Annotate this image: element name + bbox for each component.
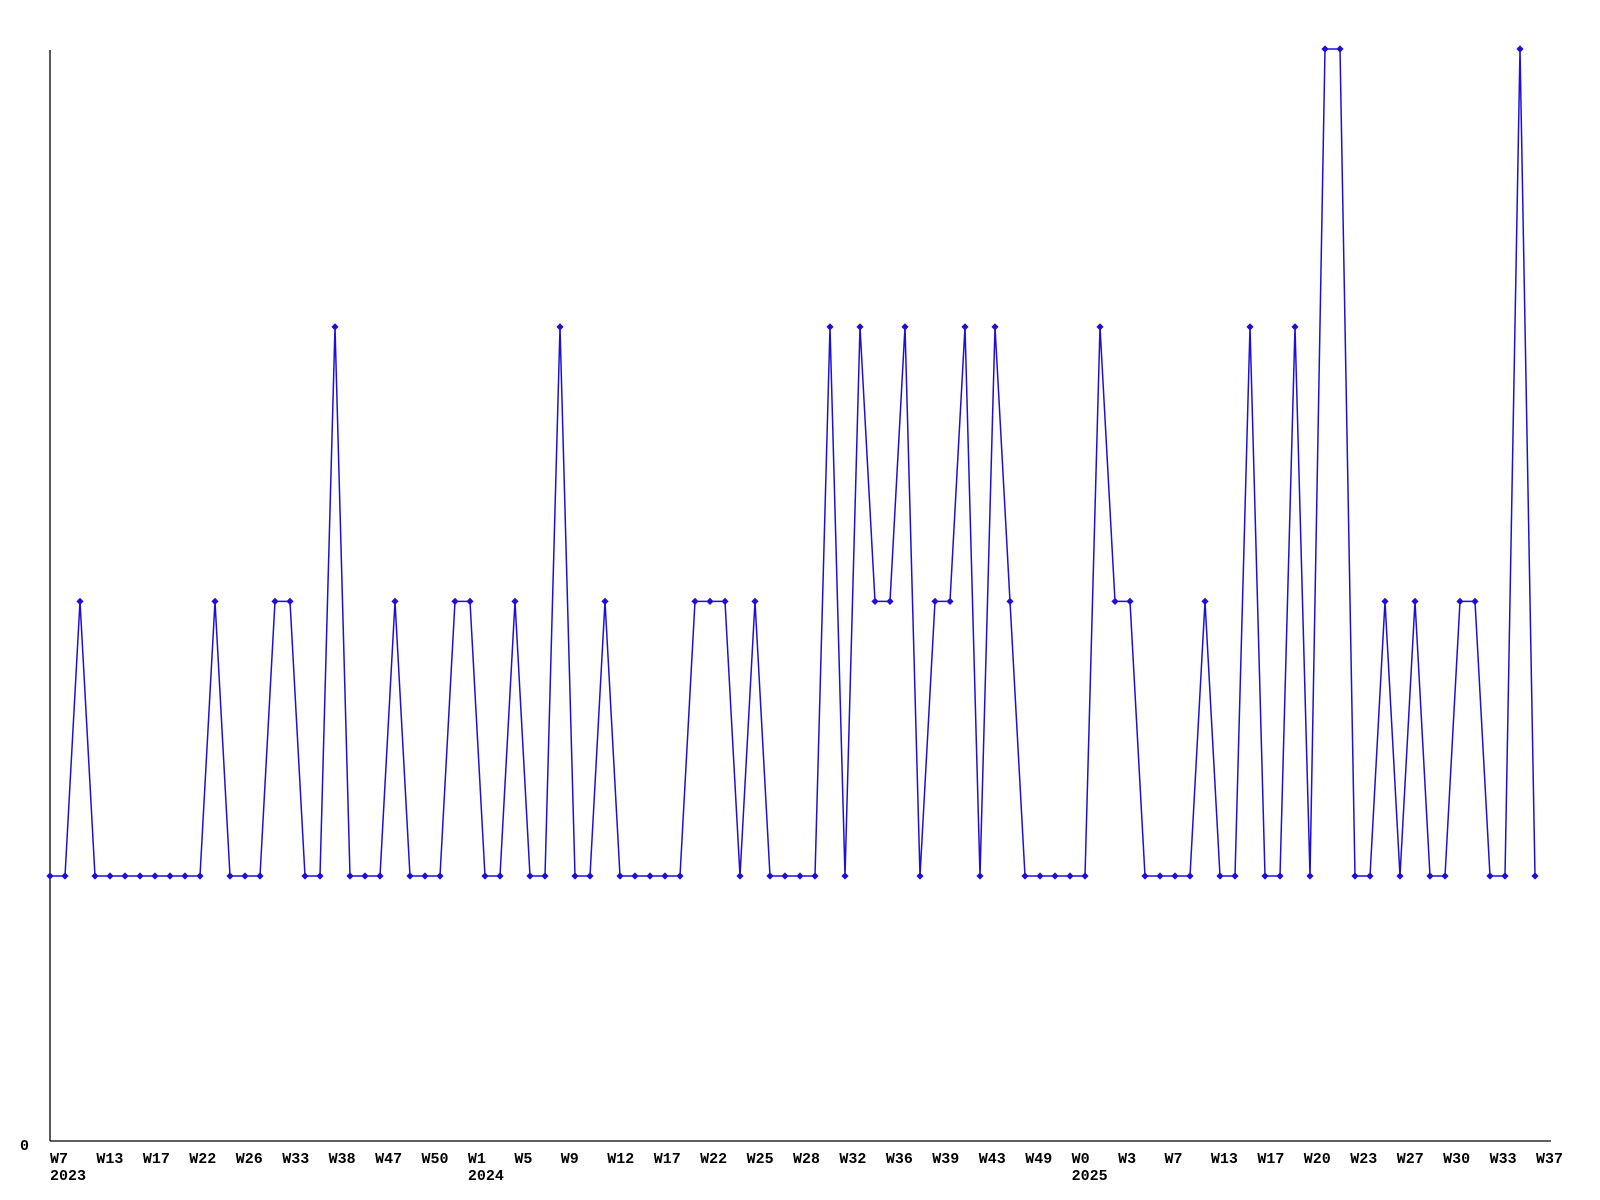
svg-text:0: 0 <box>20 1138 29 1155</box>
svg-text:2023: 2023 <box>50 1168 86 1185</box>
svg-text:W33: W33 <box>1490 1151 1517 1168</box>
svg-text:W13: W13 <box>96 1151 123 1168</box>
svg-text:W39: W39 <box>932 1151 959 1168</box>
svg-text:W27: W27 <box>1397 1151 1424 1168</box>
svg-text:W13: W13 <box>1211 1151 1238 1168</box>
svg-text:W20: W20 <box>1304 1151 1331 1168</box>
svg-text:W43: W43 <box>979 1151 1006 1168</box>
svg-text:2025: 2025 <box>1072 1168 1108 1185</box>
svg-text:W32: W32 <box>839 1151 866 1168</box>
svg-text:W17: W17 <box>143 1151 170 1168</box>
svg-text:W0: W0 <box>1072 1151 1090 1168</box>
svg-text:W9: W9 <box>561 1151 579 1168</box>
svg-text:W47: W47 <box>375 1151 402 1168</box>
svg-text:W17: W17 <box>1257 1151 1284 1168</box>
svg-text:2024: 2024 <box>468 1168 504 1185</box>
svg-text:W26: W26 <box>236 1151 263 1168</box>
svg-text:W33: W33 <box>282 1151 309 1168</box>
svg-text:W25: W25 <box>747 1151 774 1168</box>
svg-text:W5: W5 <box>514 1151 532 1168</box>
svg-text:W22: W22 <box>189 1151 216 1168</box>
svg-text:W12: W12 <box>607 1151 634 1168</box>
svg-text:W17: W17 <box>654 1151 681 1168</box>
svg-text:W49: W49 <box>1025 1151 1052 1168</box>
svg-text:W38: W38 <box>329 1151 356 1168</box>
svg-text:W30: W30 <box>1443 1151 1470 1168</box>
svg-text:W36: W36 <box>886 1151 913 1168</box>
svg-text:W3: W3 <box>1118 1151 1136 1168</box>
svg-text:W7: W7 <box>1165 1151 1183 1168</box>
svg-text:W22: W22 <box>700 1151 727 1168</box>
svg-text:W1: W1 <box>468 1151 486 1168</box>
svg-text:W7: W7 <box>50 1151 68 1168</box>
svg-text:W28: W28 <box>793 1151 820 1168</box>
svg-text:W37: W37 <box>1536 1151 1563 1168</box>
svg-text:W23: W23 <box>1350 1151 1377 1168</box>
svg-text:W50: W50 <box>422 1151 449 1168</box>
